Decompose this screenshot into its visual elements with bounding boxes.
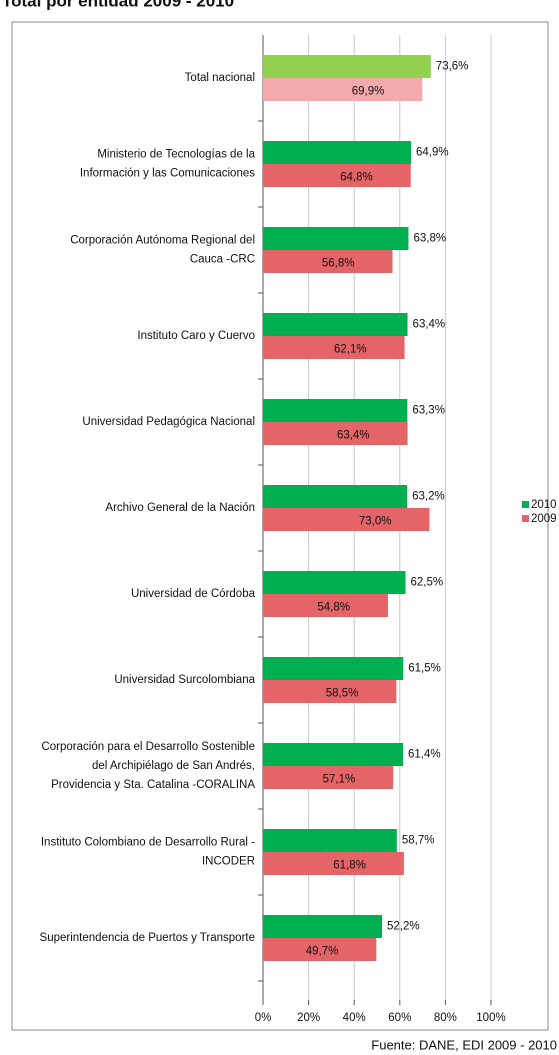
value-label: 73,0% <box>359 516 392 528</box>
value-label: 62,5% <box>411 577 444 589</box>
category-label: Corporación Autónoma Regional del Cauca -… <box>70 235 255 266</box>
bar <box>263 766 394 789</box>
value-label: 49,7% <box>306 946 339 958</box>
value-label: 62,1% <box>334 344 367 356</box>
chart-frame <box>11 21 549 1031</box>
value-label: 54,8% <box>317 602 350 614</box>
source-note: Fuente: DANE, EDI 2009 - 2010 <box>371 1037 557 1052</box>
x-tick-label: 20% <box>297 1012 320 1024</box>
value-label: 73,6% <box>436 61 469 73</box>
x-tick-label: 80% <box>434 1012 457 1024</box>
category-label: Ministerio de Tecnologías de la Informaci… <box>80 149 256 180</box>
legend-label: 2009 <box>531 513 557 525</box>
bar <box>263 680 397 703</box>
bar <box>263 399 408 422</box>
bar <box>263 594 388 617</box>
bar <box>263 250 393 273</box>
bar <box>263 313 408 336</box>
bar <box>263 938 377 961</box>
value-label: 63,4% <box>413 319 446 331</box>
bar <box>263 829 397 852</box>
value-label: 61,5% <box>408 663 441 675</box>
value-label: 63,3% <box>412 405 445 417</box>
category-label: Universidad de Córdoba <box>131 588 256 600</box>
category-label: Archivo General de la Nación <box>105 502 255 514</box>
bar <box>263 141 411 164</box>
legend-swatch <box>522 515 529 522</box>
x-tick-label: 60% <box>388 1012 411 1024</box>
chart-title: Total por entidad 2009 - 2010 <box>2 0 234 10</box>
category-label: Corporación para el Desarrollo Sostenibl… <box>41 741 255 791</box>
value-label: 56,8% <box>322 258 355 270</box>
value-label: 63,8% <box>413 233 446 245</box>
value-label: 69,9% <box>352 86 385 98</box>
bar <box>263 78 423 101</box>
bar <box>263 485 408 508</box>
value-label: 58,5% <box>326 688 359 700</box>
category-label: Universidad Surcolombiana <box>114 674 255 686</box>
bar <box>263 852 404 875</box>
x-tick-label: 0% <box>255 1012 272 1024</box>
bar <box>263 336 405 359</box>
bar <box>263 743 403 766</box>
legend-swatch <box>522 501 529 508</box>
value-label: 57,1% <box>323 774 356 786</box>
value-label: 61,4% <box>408 749 441 761</box>
bar <box>263 422 408 445</box>
bar <box>263 55 431 78</box>
category-label: Instituto Colombiano de Desarrollo Rural… <box>41 837 255 868</box>
value-label: 64,8% <box>340 172 373 184</box>
value-label: 58,7% <box>402 835 435 847</box>
x-tick-label: 40% <box>343 1012 366 1024</box>
category-label: Universidad Pedagógica Nacional <box>82 416 255 428</box>
bar <box>263 571 406 594</box>
bar <box>263 227 409 250</box>
bar <box>263 915 383 938</box>
bar <box>263 508 430 531</box>
value-label: 52,2% <box>387 921 420 933</box>
value-label: 61,8% <box>333 860 366 872</box>
legend-label: 2010 <box>531 499 557 511</box>
value-label: 63,2% <box>412 491 445 503</box>
value-label: 64,9% <box>416 147 449 159</box>
bar <box>263 164 411 187</box>
category-label: Total nacional <box>185 72 255 84</box>
value-label: 63,4% <box>337 430 370 442</box>
bar <box>263 657 404 680</box>
x-tick-label: 100% <box>476 1012 505 1024</box>
category-label: Instituto Caro y Cuervo <box>137 330 255 342</box>
category-label: Superintendencia de Puertos y Transporte <box>40 932 255 944</box>
